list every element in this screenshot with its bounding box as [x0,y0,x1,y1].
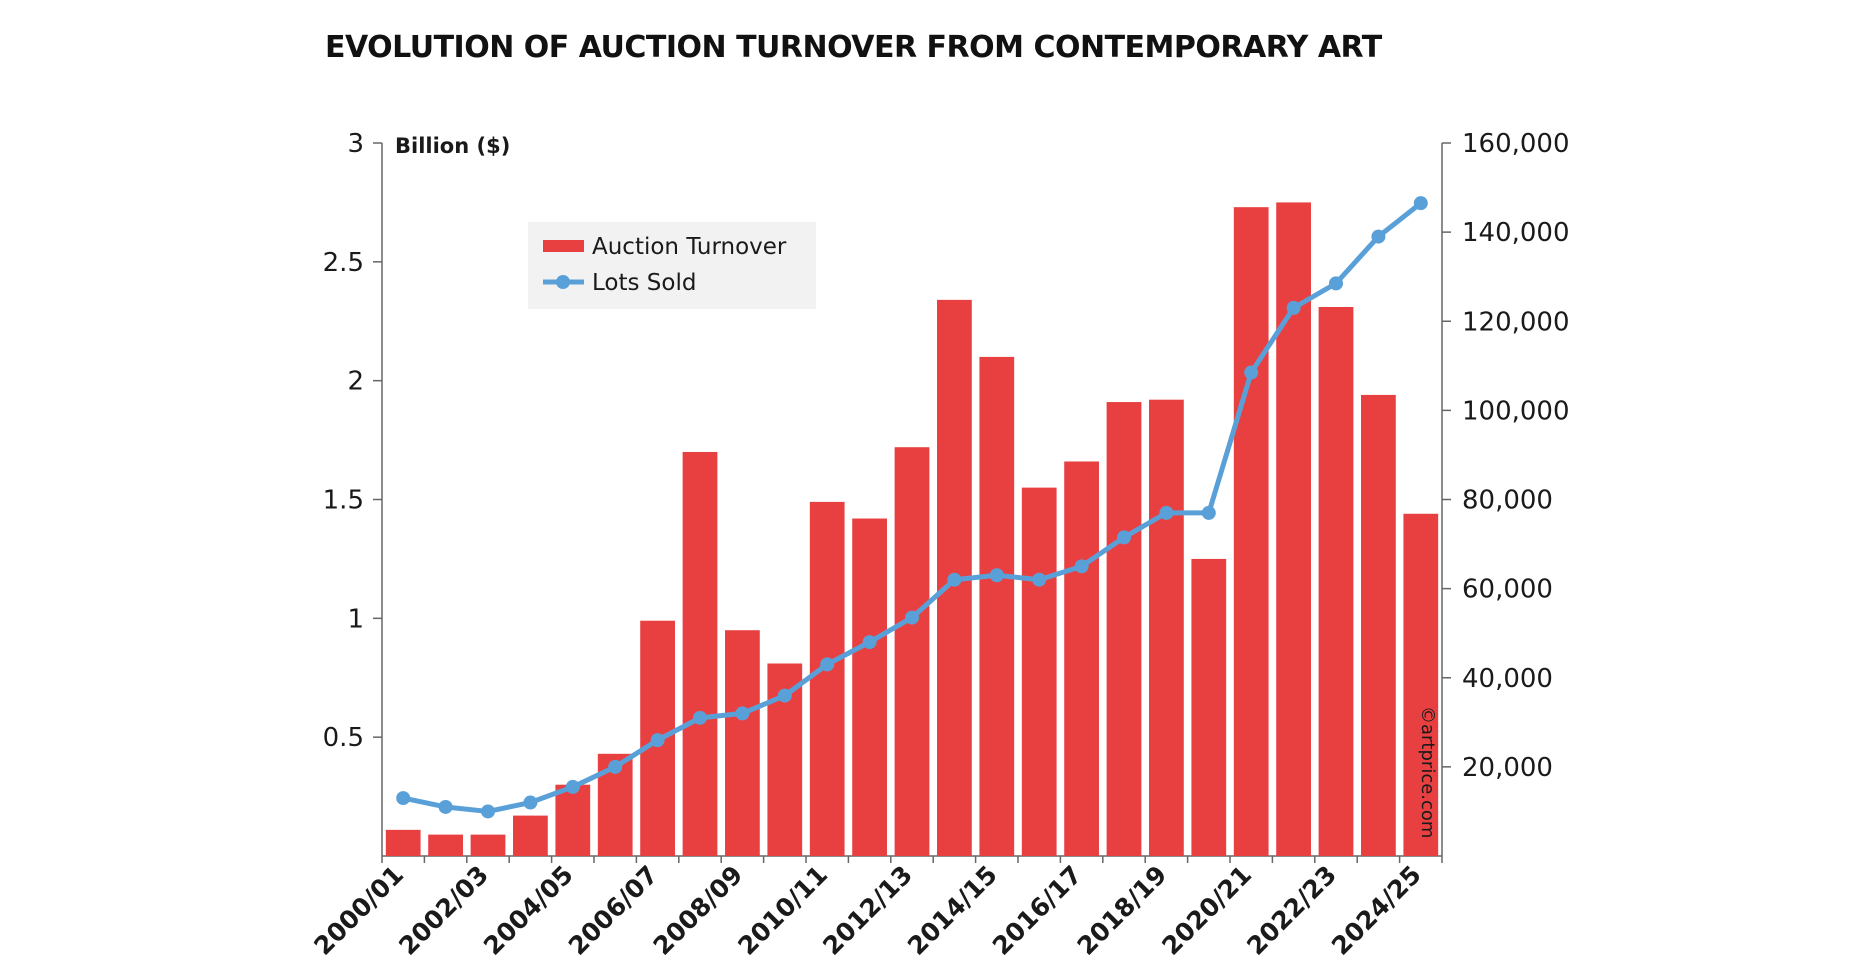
right-tick-label: 20,000 [1462,753,1553,783]
x-tick-label: 2022/23 [1241,860,1342,961]
turnover-bar [470,834,506,856]
left-axis-ticks: 0.5 1 1.5 2 2.5 3 [323,129,382,753]
lots-sold-point [1329,276,1343,291]
x-tick-label: 2018/19 [1072,860,1173,961]
x-axis: 2000/012002/032004/052006/072008/092010/… [308,855,1443,961]
turnover-bar [979,356,1015,856]
credit-annotation: ©artprice.com [1417,706,1438,838]
right-tick-label: 140,000 [1462,218,1570,248]
legend-swatch-turnover [543,240,584,252]
left-tick-label: 1 [347,604,364,634]
lots-sold-point [1413,196,1428,211]
lots-sold-point [523,795,538,810]
lots-sold-point [989,568,1004,583]
turnover-bar [852,518,887,856]
lots-sold-point [396,791,411,806]
turnover-bar [1021,487,1057,856]
x-tick-label: 2004/05 [478,860,579,961]
x-axis-ticks: 2000/012002/032004/052006/072008/092010/… [308,856,1443,961]
legend: Auction Turnover Lots Sold [528,222,816,309]
right-tick-label: 60,000 [1462,575,1553,605]
lots-sold-point [650,733,665,748]
x-tick-label: 2014/15 [902,860,1003,961]
turnover-bar [1191,558,1227,856]
right-tick-label: 100,000 [1462,396,1570,426]
legend-swatch-lots-marker [556,275,570,289]
turnover-bar [894,447,930,856]
legend-label-turnover: Auction Turnover [592,234,787,260]
lots-sold-point [1159,505,1174,520]
right-tick-label: 40,000 [1462,664,1553,694]
lots-sold-point [438,799,453,814]
legend-label-lots: Lots Sold [592,270,696,296]
right-axis-ticks: 20,000 40,000 60,000 80,000 100,000 120,000 14… [1442,129,1570,783]
turnover-bar [1403,513,1439,856]
x-tick-label: 2012/13 [817,860,918,961]
x-tick-label: 2024/25 [1326,860,1427,961]
lots-sold-point [777,688,792,703]
x-tick-label: 2006/07 [563,860,664,961]
lots-sold-point [693,710,707,725]
lots-sold-point [1074,559,1089,574]
right-tick-label: 160,000 [1462,129,1570,159]
left-axis: 0.5 1 1.5 2 2.5 3 Billion ($) [323,129,510,856]
left-tick-label: 2.5 [323,248,364,278]
lots-sold-point [1032,572,1047,587]
turnover-bar [1318,306,1354,856]
chart-title: EVOLUTION OF AUCTION TURNOVER FROM CONTE… [325,30,1383,65]
lots-sold-point [862,635,877,650]
left-tick-label: 0.5 [323,723,364,753]
turnover-bar [385,829,421,856]
lots-sold-point [820,657,835,672]
turnover-bar [725,630,760,856]
left-tick-label: 1.5 [323,486,364,516]
left-axis-unit: Billion ($) [395,134,510,158]
lots-sold-point [1117,530,1131,545]
right-tick-label: 120,000 [1462,307,1570,337]
lots-sold-point [1286,300,1301,315]
right-tick-label: 80,000 [1462,486,1553,516]
turnover-bar [555,784,591,856]
lots-sold-point [481,804,495,819]
x-tick-label: 2010/11 [732,860,833,961]
turnover-bar [1149,399,1184,856]
turnover-bar [1361,394,1396,856]
right-axis: 20,000 40,000 60,000 80,000 100,000 120,000 14… [1441,129,1570,856]
turnover-bar [682,451,718,856]
turnover-bar [1064,461,1099,856]
turnover-bar [809,501,845,856]
lots-sold-point [565,779,580,794]
lots-sold-series [396,196,1428,819]
lots-sold-point [608,759,623,774]
turnover-bar [1233,207,1269,857]
turnover-bar [428,834,463,856]
lots-sold-point [1244,365,1259,380]
turnover-bar [513,815,548,856]
lots-sold-point [1371,229,1386,244]
x-tick-label: 2008/09 [648,860,749,961]
lots-sold-point [1201,505,1216,520]
left-tick-label: 2 [347,367,364,397]
x-tick-label: 2000/01 [308,860,409,961]
lots-sold-point [947,572,962,587]
x-tick-label: 2020/21 [1156,860,1257,961]
lots-sold-point [905,610,919,625]
x-tick-label: 2016/17 [987,860,1088,961]
left-tick-label: 3 [347,129,364,159]
lots-sold-point [735,706,750,721]
turnover-bar [1106,402,1142,856]
x-tick-label: 2002/03 [393,860,494,961]
legend-box [528,222,816,309]
